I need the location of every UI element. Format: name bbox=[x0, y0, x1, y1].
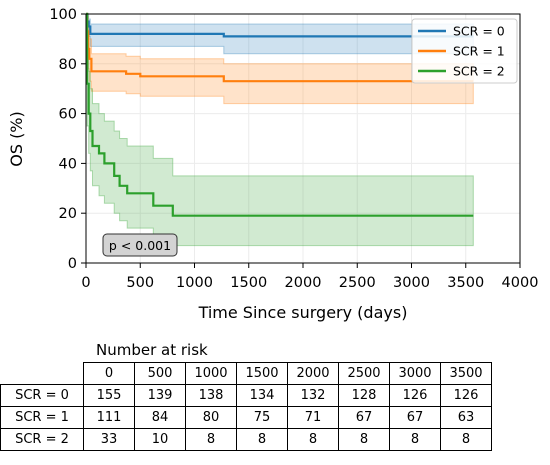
risk-time-4: 2000 bbox=[287, 362, 339, 385]
risk-time-1: 500 bbox=[134, 362, 186, 385]
risk-cell: 10 bbox=[134, 428, 186, 451]
risk-cell: 80 bbox=[185, 406, 237, 429]
risk-time-5: 2500 bbox=[338, 362, 390, 385]
risk-time-6: 3000 bbox=[389, 362, 441, 385]
risk-row-scr-2: SCR = 2 33 10 8 8 8 8 8 8 bbox=[0, 428, 492, 451]
risk-cell: 128 bbox=[338, 384, 390, 407]
risk-cell: 134 bbox=[236, 384, 288, 407]
risk-time-7: 3500 bbox=[440, 362, 492, 385]
risk-cell: 155 bbox=[83, 384, 135, 407]
x-tick-label-8: 4000 bbox=[502, 275, 539, 291]
risk-cell: 126 bbox=[389, 384, 441, 407]
risk-cell: 126 bbox=[440, 384, 492, 407]
ci-band-0 bbox=[86, 13, 474, 55]
y-tick-label-4: 80 bbox=[59, 57, 77, 73]
x-tick-label-5: 2500 bbox=[339, 275, 376, 291]
risk-cell: 71 bbox=[287, 406, 339, 429]
risk-time-0: 0 bbox=[83, 362, 135, 385]
risk-row-scr-1: SCR = 1 111 84 80 75 71 67 67 63 bbox=[0, 406, 492, 429]
risk-row-label: SCR = 1 bbox=[0, 406, 84, 429]
ci-band-2 bbox=[86, 13, 474, 247]
y-tick-label-0: 0 bbox=[68, 256, 77, 272]
x-tick-label-0: 0 bbox=[81, 275, 90, 291]
legend-label-1: SCR = 1 bbox=[453, 44, 505, 59]
risk-cell: 8 bbox=[389, 428, 441, 451]
legend: SCR = 0 SCR = 1 SCR = 2 bbox=[411, 18, 518, 84]
x-tick-label-1: 500 bbox=[126, 275, 154, 291]
risk-header-row: 0 500 1000 1500 2000 2500 3000 3500 bbox=[1, 362, 492, 385]
risk-time-3: 1500 bbox=[236, 362, 288, 385]
risk-cell: 138 bbox=[185, 384, 237, 407]
risk-table-title: Number at risk bbox=[96, 341, 208, 359]
risk-cell: 132 bbox=[287, 384, 339, 407]
risk-row-scr-0: SCR = 0 155 139 138 134 132 128 126 126 bbox=[0, 384, 492, 407]
risk-table: 0 500 1000 1500 2000 2500 3000 3500 SCR … bbox=[0, 362, 492, 451]
survival-curves bbox=[86, 12, 474, 217]
risk-cell: 8 bbox=[236, 428, 288, 451]
legend-label-2: SCR = 2 bbox=[453, 64, 505, 79]
axis-ticks: 0 500 1000 1500 2000 2500 3000 3500 4000 0 20 40 60 8… bbox=[49, 7, 538, 291]
risk-cell: 139 bbox=[134, 384, 186, 407]
risk-cell: 8 bbox=[440, 428, 492, 451]
risk-cell: 33 bbox=[83, 428, 135, 451]
risk-cell: 75 bbox=[236, 406, 288, 429]
legend-box bbox=[411, 18, 518, 84]
risk-cell: 8 bbox=[287, 428, 339, 451]
risk-time-2: 1000 bbox=[185, 362, 237, 385]
y-axis-label: OS (%) bbox=[7, 111, 26, 167]
x-tick-label-3: 1500 bbox=[230, 275, 267, 291]
risk-cell: 84 bbox=[134, 406, 186, 429]
legend-label-0: SCR = 0 bbox=[453, 24, 505, 39]
x-tick-label-6: 3000 bbox=[393, 275, 430, 291]
p-value-text: p < 0.001 bbox=[109, 238, 171, 253]
risk-row-label: SCR = 2 bbox=[0, 428, 84, 451]
risk-row-label: SCR = 0 bbox=[0, 384, 84, 407]
p-value-box bbox=[102, 233, 178, 257]
survival-line-2 bbox=[86, 12, 474, 217]
risk-cell: 67 bbox=[389, 406, 441, 429]
y-tick-label-2: 40 bbox=[59, 156, 77, 172]
x-tick-label-7: 3500 bbox=[447, 275, 484, 291]
risk-cell: 111 bbox=[83, 406, 135, 429]
x-tick-label-2: 1000 bbox=[176, 275, 213, 291]
km-chart: 0 500 1000 1500 2000 2500 3000 3500 4000 0 20 40 60 8… bbox=[7, 7, 538, 322]
p-value-annotation: p < 0.001 bbox=[102, 233, 178, 257]
y-tick-label-5: 100 bbox=[49, 7, 77, 23]
risk-cell: 8 bbox=[185, 428, 237, 451]
y-tick-label-3: 60 bbox=[59, 107, 77, 123]
x-tick-label-4: 2000 bbox=[285, 275, 322, 291]
x-axis-label: Time Since surgery (days) bbox=[198, 303, 408, 322]
risk-cell: 63 bbox=[440, 406, 492, 429]
risk-cell: 8 bbox=[338, 428, 390, 451]
y-tick-label-1: 20 bbox=[59, 206, 77, 222]
risk-cell: 67 bbox=[338, 406, 390, 429]
risk-corner bbox=[1, 363, 84, 385]
